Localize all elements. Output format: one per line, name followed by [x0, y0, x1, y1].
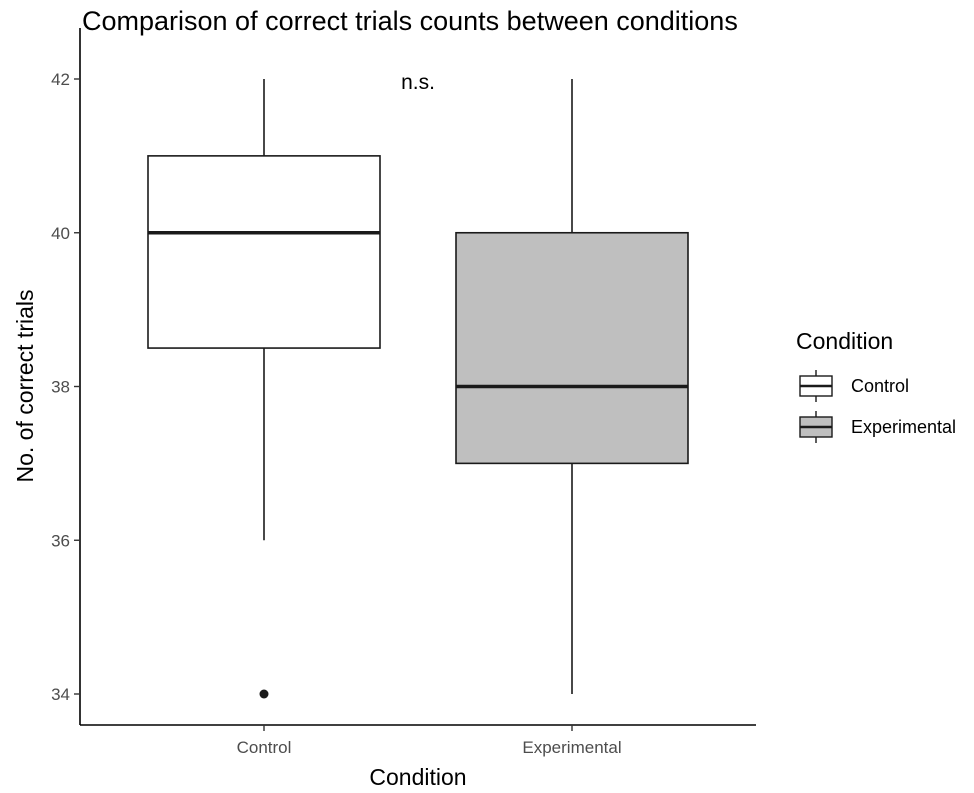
outlier-point — [259, 689, 269, 699]
y-tick-label: 36 — [51, 531, 70, 550]
y-tick-label: 40 — [51, 224, 70, 243]
y-axis-title: No. of correct trials — [12, 290, 38, 483]
legend: Condition Control Experimental — [796, 328, 956, 443]
y-tick-label: 34 — [51, 685, 70, 704]
legend-item-label: Experimental — [851, 417, 956, 437]
chart-title: Comparison of correct trials counts betw… — [82, 6, 738, 36]
x-tick-label: Experimental — [522, 738, 621, 757]
y-tick-label: 42 — [51, 70, 70, 89]
box-experimental — [455, 79, 689, 694]
plot-area: 34 36 38 40 42 Control Experimental — [51, 28, 756, 757]
legend-item-experimental: Experimental — [799, 411, 956, 443]
significance-annotation: n.s. — [401, 71, 435, 94]
x-tick-label: Control — [237, 738, 292, 757]
legend-title: Condition — [796, 328, 893, 354]
box-iqr — [455, 231, 689, 465]
box-iqr — [147, 155, 381, 349]
legend-item-control: Control — [799, 370, 909, 402]
y-tick-label: 38 — [51, 378, 70, 397]
legend-item-label: Control — [851, 376, 909, 396]
x-axis-title: Condition — [369, 764, 466, 790]
box-control — [147, 79, 381, 699]
